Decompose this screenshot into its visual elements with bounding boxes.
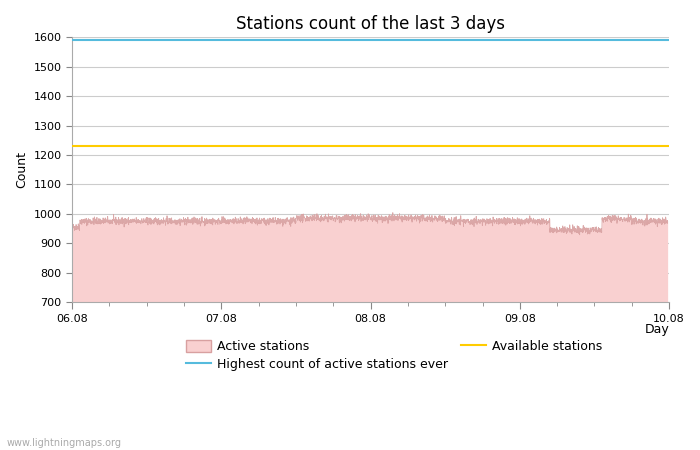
Title: Stations count of the last 3 days: Stations count of the last 3 days bbox=[236, 15, 505, 33]
Legend: Active stations, Highest count of active stations ever, Available stations: Active stations, Highest count of active… bbox=[186, 340, 602, 371]
Text: www.lightningmaps.org: www.lightningmaps.org bbox=[7, 438, 122, 448]
Text: Day: Day bbox=[645, 324, 669, 336]
Y-axis label: Count: Count bbox=[15, 151, 28, 188]
